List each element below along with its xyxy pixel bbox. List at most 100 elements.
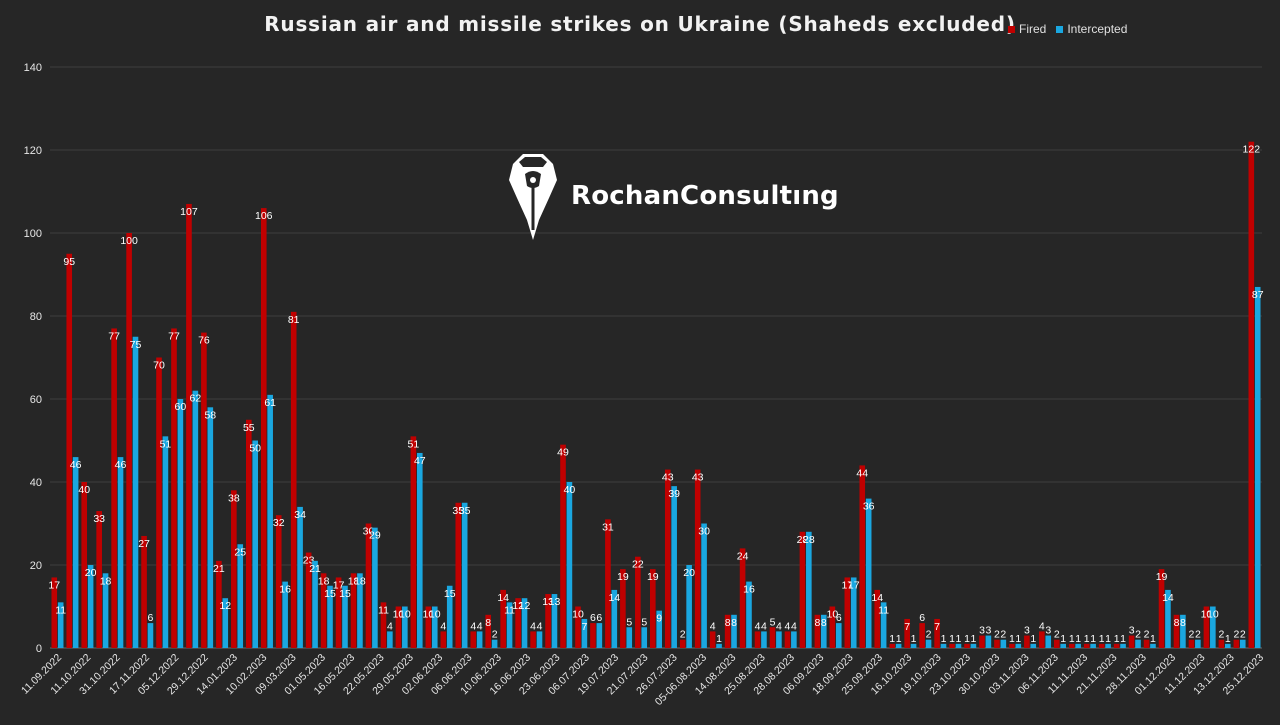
bar-fired [1068, 643, 1075, 648]
bar-fired [1143, 639, 1150, 648]
label-intercepted: 4 [776, 620, 782, 632]
label-fired: 30 [363, 526, 375, 538]
label-fired: 1 [889, 633, 895, 645]
bar-intercepted [1195, 639, 1201, 648]
bar-intercepted [551, 594, 558, 648]
label-intercepted: 11 [504, 604, 515, 616]
label-fired: 13 [542, 596, 554, 608]
label-intercepted: 2 [1240, 629, 1246, 641]
label-intercepted: 20 [683, 567, 695, 579]
label-intercepted: 60 [175, 401, 187, 413]
label-intercepted: 39 [668, 488, 680, 500]
bar-intercepted [641, 627, 648, 648]
y-tick-label: 100 [24, 228, 42, 240]
bar-fired [1188, 639, 1195, 648]
label-fired: 22 [632, 559, 644, 571]
bar-fired [739, 548, 746, 648]
label-intercepted: 4 [537, 620, 543, 632]
bar-fired [1233, 639, 1240, 648]
label-intercepted: 1 [911, 633, 917, 645]
label-fired: 23 [303, 555, 315, 567]
label-fired: 1 [949, 633, 955, 645]
bar-intercepted [910, 643, 917, 648]
label-intercepted: 1 [1120, 633, 1126, 645]
label-intercepted: 61 [264, 397, 276, 409]
bar-fired [904, 618, 910, 648]
label-fired: 4 [440, 620, 446, 632]
bar-intercepted [985, 635, 992, 648]
label-fired: 19 [617, 571, 629, 583]
label-intercepted: 20 [85, 567, 97, 579]
bar-intercepted [776, 631, 782, 648]
bar-intercepted [476, 631, 483, 648]
label-fired: 1 [964, 633, 970, 645]
label-fired: 31 [602, 521, 614, 533]
label-fired: 4 [530, 620, 536, 632]
label-fired: 4 [710, 620, 716, 632]
bar-intercepted [342, 585, 348, 648]
label-intercepted: 12 [219, 600, 231, 612]
bar-fired [1218, 639, 1225, 648]
label-fired: 7 [904, 621, 910, 633]
bar-intercepted [252, 440, 258, 648]
label-intercepted: 46 [115, 459, 127, 471]
label-intercepted: 1 [941, 633, 947, 645]
bar-fired [724, 614, 731, 648]
label-fired: 4 [785, 620, 791, 632]
bar-fired [485, 614, 492, 648]
label-fired: 6 [919, 612, 925, 624]
label-fired: 28 [797, 534, 809, 546]
label-intercepted: 30 [698, 526, 710, 538]
label-fired: 43 [692, 472, 704, 484]
label-fired: 2 [680, 629, 686, 641]
label-intercepted: 1 [1075, 633, 1081, 645]
bar-fired [844, 577, 851, 648]
bar-intercepted [731, 614, 737, 648]
bar-intercepted [297, 506, 303, 648]
label-intercepted: 15 [444, 588, 456, 600]
bar-fired [859, 465, 866, 648]
label-intercepted: 2 [492, 629, 498, 641]
bar-intercepted [626, 627, 633, 648]
bar-intercepted [1075, 643, 1081, 648]
label-intercepted: 2 [1195, 629, 1201, 641]
bar-intercepted [1210, 606, 1216, 648]
bar-intercepted [357, 573, 363, 648]
label-intercepted: 10 [399, 609, 411, 621]
label-intercepted: 4 [387, 620, 393, 632]
label-fired: 2 [1189, 629, 1195, 641]
label-fired: 27 [138, 538, 150, 550]
bar-fired [81, 482, 88, 648]
bar-fired [1113, 643, 1120, 648]
label-intercepted: 4 [791, 620, 797, 632]
bar-intercepted [536, 631, 543, 648]
label-fired: 38 [228, 492, 240, 504]
label-intercepted: 1 [1150, 633, 1156, 645]
bar-fired [201, 332, 207, 648]
label-intercepted: 11 [55, 604, 66, 616]
bar-fired [784, 631, 791, 648]
bar-intercepted [387, 631, 393, 648]
bar-intercepted [806, 531, 812, 648]
label-intercepted: 1 [1105, 633, 1111, 645]
bar-intercepted [431, 606, 438, 648]
bar-fired [949, 643, 955, 648]
label-fired: 2 [1144, 629, 1150, 641]
bar-intercepted [880, 602, 887, 648]
bar-intercepted [1045, 635, 1052, 648]
label-intercepted: 2 [926, 629, 932, 641]
bar-intercepted [746, 581, 752, 648]
label-fired: 3 [1129, 625, 1135, 637]
bar-intercepted [312, 560, 318, 648]
label-fired: 17 [333, 579, 345, 591]
legend-label-fired: Fired [1019, 22, 1047, 36]
label-intercepted: 14 [608, 592, 620, 604]
bar-fired [111, 328, 117, 648]
bar-fired [380, 602, 387, 648]
label-fired: 44 [856, 467, 868, 479]
bar-fired [470, 631, 477, 648]
label-fired: 8 [725, 617, 731, 629]
bar-intercepted [222, 598, 229, 648]
bar-fired [709, 631, 716, 648]
bar-intercepted [102, 573, 109, 648]
